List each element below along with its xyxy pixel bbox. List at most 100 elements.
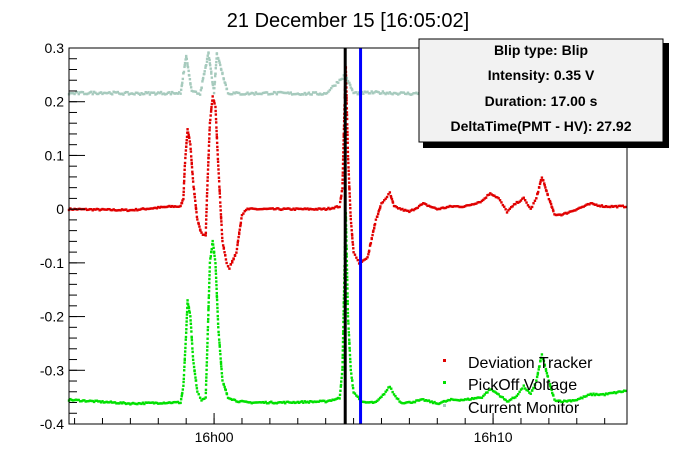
point (325, 91, 329, 95)
point (350, 225, 353, 228)
point (184, 338, 187, 341)
point (184, 342, 187, 346)
point (209, 255, 213, 258)
point (183, 361, 186, 364)
point (208, 277, 211, 281)
point (192, 185, 195, 189)
point (224, 81, 227, 85)
point (250, 91, 253, 95)
point (620, 204, 623, 208)
point (364, 91, 368, 94)
point (493, 194, 496, 198)
point (469, 203, 472, 207)
plot-frame (68, 47, 628, 425)
point (240, 93, 244, 96)
point (373, 91, 376, 94)
point (188, 136, 191, 140)
point (300, 93, 304, 96)
point (205, 218, 208, 221)
point (621, 204, 625, 207)
point (544, 369, 548, 372)
point (261, 207, 265, 211)
point (207, 153, 210, 156)
point (201, 80, 204, 83)
point (197, 92, 200, 95)
legend-marker (443, 359, 446, 362)
point (549, 202, 553, 206)
point (557, 399, 560, 402)
point (494, 195, 498, 199)
point (604, 392, 608, 395)
point (387, 386, 390, 389)
point (508, 398, 512, 402)
point (603, 393, 606, 397)
point (314, 207, 318, 211)
point (331, 84, 334, 88)
point (341, 187, 344, 190)
point (219, 357, 222, 360)
point (383, 199, 386, 202)
point (285, 91, 288, 95)
point (351, 384, 354, 387)
point (220, 68, 223, 72)
point (69, 207, 72, 210)
point (207, 317, 210, 321)
point (348, 349, 351, 352)
point (242, 400, 245, 403)
point (78, 400, 82, 403)
point (614, 204, 618, 208)
point (137, 208, 140, 211)
point (388, 385, 392, 389)
point (316, 208, 319, 211)
point (427, 399, 431, 402)
point (438, 207, 442, 211)
point (186, 64, 189, 67)
point (172, 205, 175, 209)
point (616, 206, 619, 209)
point (610, 391, 613, 395)
point (205, 214, 208, 217)
point (297, 401, 301, 404)
point (384, 197, 387, 200)
point (313, 91, 316, 94)
point (180, 83, 184, 86)
point (448, 399, 452, 402)
axis-layer: 0.3 0.2 0.1 0 -0.1 -0.2 -0.3 -0.4 16h00 16h10 (40, 40, 606, 445)
point (244, 208, 248, 212)
point (190, 161, 193, 165)
point (182, 369, 186, 372)
point (246, 91, 249, 94)
point (592, 202, 595, 206)
point (401, 91, 404, 94)
point (535, 197, 538, 200)
point (209, 67, 212, 70)
point (288, 401, 291, 404)
point (325, 400, 329, 403)
point (215, 291, 218, 295)
point (206, 54, 209, 57)
point (525, 201, 528, 204)
point (341, 360, 344, 364)
point (293, 401, 297, 405)
point (208, 129, 211, 132)
point (582, 395, 585, 398)
point (603, 205, 606, 209)
point (342, 143, 345, 146)
point (182, 182, 186, 185)
point (380, 395, 383, 399)
point (124, 90, 128, 94)
point (537, 368, 540, 371)
point (586, 202, 590, 206)
point (355, 256, 358, 259)
point (497, 393, 500, 396)
point (479, 200, 482, 204)
point (98, 209, 101, 212)
point (588, 393, 591, 396)
point (213, 254, 216, 258)
point (268, 92, 272, 96)
point (342, 316, 345, 320)
point (339, 78, 343, 81)
point (183, 61, 187, 65)
point (289, 91, 292, 94)
point (314, 400, 318, 404)
